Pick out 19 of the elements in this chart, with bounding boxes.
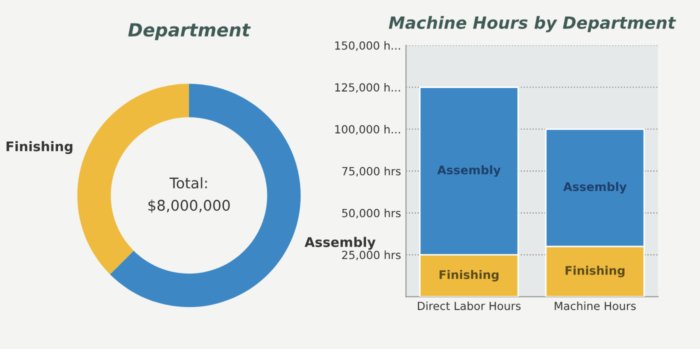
y-tick-label: 25,000 hrs: [342, 250, 401, 260]
slice-label: Finishing: [6, 141, 72, 154]
chart-title: Department: [128, 23, 251, 40]
chart-title: Machine Hours by Department: [388, 16, 676, 32]
series-label: Assembly: [437, 165, 501, 177]
y-tick-label: 75,000 hrs: [342, 166, 401, 177]
text: Assembly: [563, 182, 627, 194]
slice-label: Assembly: [304, 236, 376, 250]
donut-slice: [110, 84, 301, 308]
text: $8,000,000: [148, 200, 230, 213]
text: Finishing: [566, 266, 624, 278]
y-tick-label: 100,000 h...: [335, 124, 400, 135]
y-tick-label: 150,000 h...: [335, 41, 400, 51]
y-tick-label: 50,000 hrs: [342, 208, 401, 218]
series-label: Finishing: [440, 270, 498, 282]
x-tick-label: Machine Hours: [554, 302, 636, 310]
y-tick-label: 125,000 h...: [335, 83, 400, 93]
text: Total:: [169, 177, 207, 189]
x-tick-label: Direct Labor Hours: [418, 302, 521, 310]
